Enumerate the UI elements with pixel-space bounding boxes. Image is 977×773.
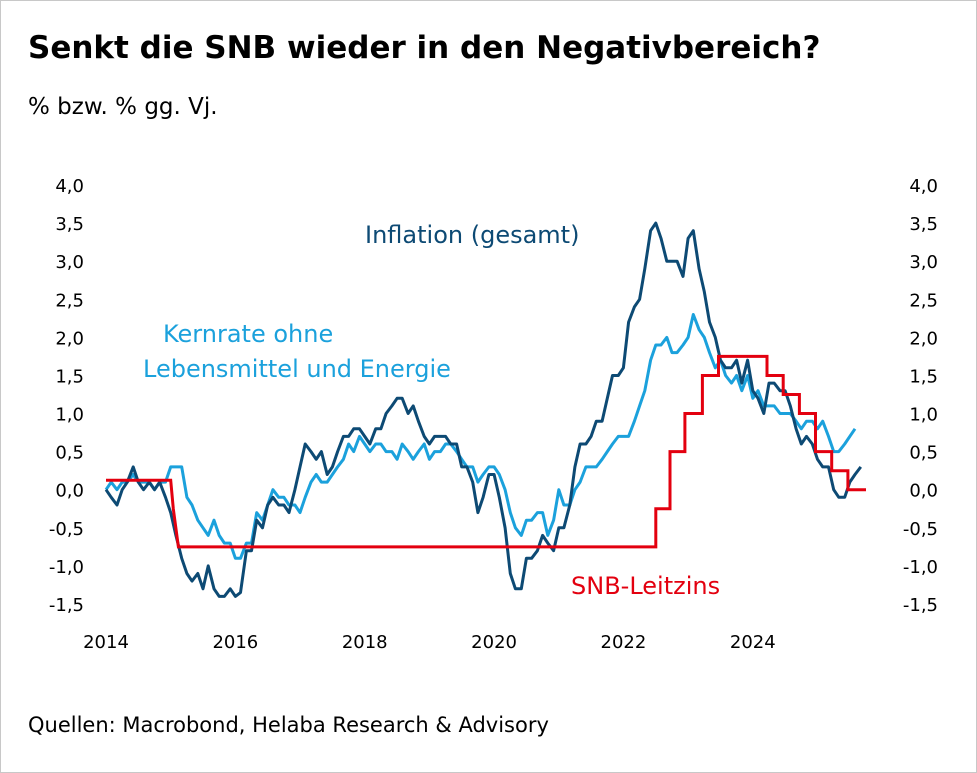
annotation-policy-rate: SNB-Leitzins <box>571 572 720 600</box>
y-tick-left-label: -1,5 <box>49 595 84 616</box>
y-tick-right-label: 4,0 <box>909 176 938 197</box>
x-tick-label: 2018 <box>342 632 388 653</box>
y-tick-left-label: -0,5 <box>49 519 84 540</box>
x-tick-label: 2022 <box>601 632 647 653</box>
x-tick-label: 2020 <box>471 632 517 653</box>
x-tick-label: 2016 <box>212 632 258 653</box>
x-tick-label: 2014 <box>83 632 129 653</box>
y-tick-left-label: 2,5 <box>55 290 84 311</box>
series-line-inflation <box>104 221 862 598</box>
y-tick-left-label: 0,5 <box>55 443 84 464</box>
x-tick-label: 2024 <box>730 632 776 653</box>
series-line-policy-rate <box>106 354 866 549</box>
y-tick-left-label: 0,0 <box>55 481 84 502</box>
series-layer <box>104 221 866 598</box>
y-tick-right-label: 2,5 <box>909 290 938 311</box>
x-axis: 2014 2016 2018 2020 2022 2024 <box>83 632 776 653</box>
annotation-inflation: Inflation (gesamt) <box>365 221 579 249</box>
y-tick-left-label: 1,5 <box>55 366 84 387</box>
y-tick-right-label: 3,5 <box>909 214 938 235</box>
y-axis-right: 4,0 3,5 3,0 2,5 2,0 1,5 1,0 0,5 0,0 -0,5 -1,0 -1,5 <box>903 176 938 616</box>
y-tick-left-label: 3,5 <box>55 214 84 235</box>
y-tick-right-label: -1,0 <box>903 557 938 578</box>
y-tick-left-label: -1,0 <box>49 557 84 578</box>
y-tick-left-label: 3,0 <box>55 252 84 273</box>
y-tick-right-label: 0,5 <box>909 443 938 464</box>
y-tick-right-label: 0,0 <box>909 481 938 502</box>
series-line-core <box>104 313 857 560</box>
y-tick-left-label: 2,0 <box>55 328 84 349</box>
y-tick-right-label: 1,5 <box>909 366 938 387</box>
chart-subtitle: % bzw. % gg. Vj. <box>28 94 218 120</box>
y-tick-right-label: 1,0 <box>909 405 938 426</box>
annotation-core-line2: Lebensmittel und Energie <box>143 355 451 383</box>
y-tick-right-label: 2,0 <box>909 328 938 349</box>
y-tick-right-label: -0,5 <box>903 519 938 540</box>
y-axis-left: 4,0 3,5 3,0 2,5 2,0 1,5 1,0 0,5 0,0 -0,5 -1,0 -1,5 <box>49 176 84 616</box>
y-tick-left-label: 4,0 <box>55 176 84 197</box>
annotation-core-line1: Kernrate ohne <box>163 320 333 348</box>
y-tick-right-label: -1,5 <box>903 595 938 616</box>
y-tick-left-label: 1,0 <box>55 405 84 426</box>
y-tick-right-label: 3,0 <box>909 252 938 273</box>
chart-title: Senkt die SNB wieder in den Negativberei… <box>28 30 821 66</box>
source-note: Quellen: Macrobond, Helaba Research & Ad… <box>28 713 549 737</box>
